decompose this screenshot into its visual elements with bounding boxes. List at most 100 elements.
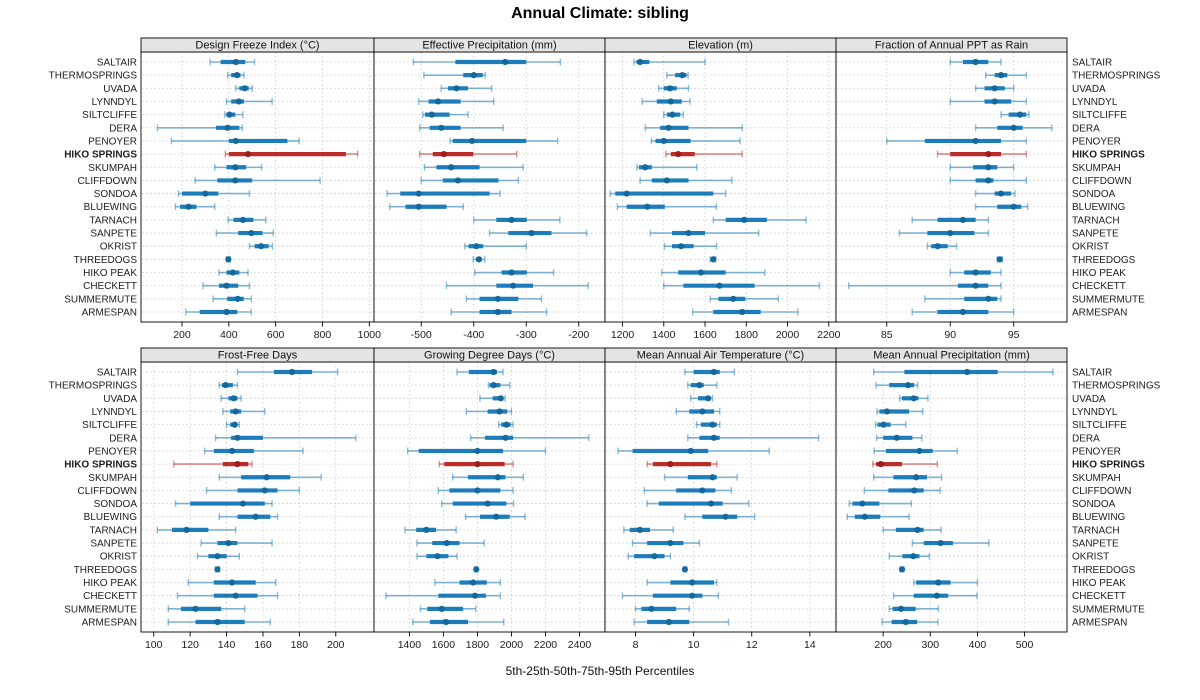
- percentile-bar: [634, 605, 690, 613]
- percentile-bar: [974, 84, 1015, 92]
- percentile-bar: [846, 513, 910, 521]
- median-dot: [438, 605, 445, 612]
- axis-tick-label: 10: [688, 639, 700, 651]
- percentile-bar: [412, 58, 562, 66]
- median-dot: [959, 216, 967, 223]
- median-dot: [470, 579, 477, 586]
- site-label-right: PENOYER: [1072, 446, 1121, 457]
- site-label-left: THERMOSPRINGS: [49, 381, 138, 392]
- percentile-bar: [974, 203, 1029, 211]
- percentile-bar: [472, 255, 486, 263]
- site-label-left: SKUMPAH: [88, 473, 137, 484]
- axis-tick-label: -500: [411, 329, 432, 341]
- axis-tick-label: 2000: [500, 639, 524, 651]
- panel: Design Freeze Index (°C) 200 400 600 800 1000: [140, 37, 381, 341]
- axis-tick-label: 1600: [432, 639, 456, 651]
- percentile-bar: [847, 282, 1002, 290]
- median-dot: [239, 216, 246, 223]
- median-dot: [490, 368, 497, 376]
- percentile-bar: [898, 394, 929, 402]
- panel: Frost-Free Days 100 120 140 160 180 200: [140, 347, 375, 651]
- site-label-left: SONDOA: [94, 189, 138, 200]
- median-dot: [234, 461, 241, 468]
- percentile-bar: [949, 269, 1002, 276]
- percentile-bar: [663, 242, 718, 250]
- percentile-bar: [218, 513, 279, 521]
- percentile-bar: [440, 84, 493, 92]
- axis-tick-label: 2200: [817, 329, 841, 341]
- median-dot: [985, 177, 992, 184]
- median-dot: [897, 605, 905, 612]
- site-label-right: OKRIST: [1072, 242, 1109, 253]
- percentile-bar: [663, 111, 685, 119]
- percentile-bar: [863, 487, 941, 494]
- percentile-bar: [873, 447, 958, 455]
- median-dot: [474, 487, 481, 494]
- percentile-bar: [220, 394, 242, 402]
- median-dot: [228, 447, 236, 455]
- median-dot: [233, 72, 241, 79]
- site-label-right: UVADA: [1072, 84, 1106, 95]
- percentile-bar: [167, 605, 246, 613]
- percentile-bar: [487, 381, 511, 389]
- median-dot: [494, 308, 501, 316]
- percentile-bar: [627, 552, 672, 560]
- median-dot: [705, 395, 712, 402]
- median-dot: [934, 243, 941, 250]
- panel: Mean Annual Air Temperature (°C) 8 10 12 14: [604, 347, 837, 651]
- median-dot: [933, 592, 940, 599]
- median-dot: [258, 243, 265, 250]
- percentile-bar: [687, 381, 718, 389]
- median-dot: [490, 382, 497, 389]
- median-dot: [730, 295, 737, 302]
- site-label-right: SKUMPAH: [1072, 473, 1121, 484]
- percentile-bar: [633, 618, 730, 626]
- percentile-bar: [167, 618, 271, 626]
- median-dot: [232, 592, 239, 599]
- axis-tick-label: 95: [1008, 329, 1020, 341]
- strip-title: Frost-Free Days: [218, 350, 298, 362]
- percentile-bar: [872, 460, 939, 468]
- median-dot: [667, 539, 674, 547]
- percentile-bar: [224, 111, 244, 119]
- median-dot: [214, 553, 221, 560]
- site-label-right: HIKO PEAK: [1072, 578, 1126, 589]
- percentile-bar: [623, 526, 674, 534]
- percentile-bar: [488, 229, 588, 237]
- percentile-bar: [156, 526, 237, 534]
- percentile-bar: [892, 592, 978, 600]
- median-dot: [636, 58, 644, 66]
- median-dot: [434, 553, 441, 560]
- percentile-bar: [616, 203, 718, 211]
- axis-tick-label: -400: [463, 329, 484, 341]
- site-label-right: SANPETE: [1072, 229, 1119, 240]
- percentile-bar: [639, 177, 733, 184]
- median-dot: [710, 434, 718, 441]
- median-dot: [484, 500, 491, 507]
- median-dot: [667, 98, 674, 105]
- percentile-bar: [434, 579, 502, 586]
- median-dot: [248, 229, 255, 237]
- percentile-bar: [215, 229, 275, 237]
- percentile-bar: [416, 539, 485, 547]
- site-label-right: PENOYER: [1072, 136, 1121, 147]
- axis-tick-label: 100: [145, 639, 163, 651]
- median-dot: [228, 579, 236, 586]
- median-dot: [709, 474, 716, 481]
- median-dot: [473, 566, 480, 573]
- axis-tick-label: 8: [633, 639, 639, 651]
- median-dot: [234, 434, 241, 441]
- site-label-left: UVADA: [103, 84, 137, 95]
- percentile-bar: [423, 163, 524, 171]
- percentile-bar: [479, 394, 506, 402]
- median-dot: [508, 269, 515, 276]
- site-label-left: TARNACH: [89, 215, 137, 226]
- median-dot: [202, 190, 209, 197]
- axis-tick-label: 1800: [735, 329, 759, 341]
- percentile-bar: [684, 368, 736, 376]
- median-dot: [493, 513, 500, 520]
- median-dot: [503, 421, 510, 428]
- site-label-right: DERA: [1072, 433, 1100, 444]
- median-dot: [893, 434, 900, 441]
- median-dot: [963, 368, 971, 376]
